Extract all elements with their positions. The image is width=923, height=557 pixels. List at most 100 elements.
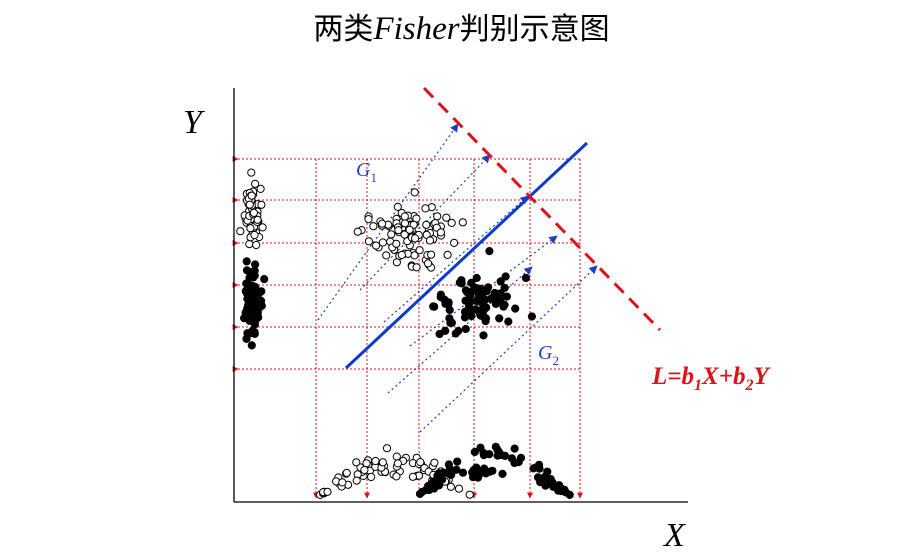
g1-x-projection xyxy=(393,459,402,468)
g2-x-projection xyxy=(453,457,462,466)
g1-point xyxy=(397,250,406,260)
g1-point xyxy=(450,238,459,247)
g2-x-projection xyxy=(470,447,479,457)
title-suffix: 判别示意图 xyxy=(459,12,610,47)
g1-x-projection xyxy=(352,476,361,485)
g2-point xyxy=(496,277,505,286)
g2-x-projection xyxy=(429,479,438,488)
g2-point xyxy=(461,324,470,334)
g2-x-projection xyxy=(485,467,494,476)
g2-point xyxy=(455,278,464,287)
g1-x-projection xyxy=(367,472,376,482)
g1-y-projection xyxy=(256,184,265,193)
g2-point xyxy=(451,329,460,338)
formula-text: X+b xyxy=(701,363,745,390)
g1-y-projection xyxy=(249,208,258,217)
g2-x-projection xyxy=(555,482,564,491)
g1-point xyxy=(364,215,373,224)
g1-x-projection xyxy=(323,487,332,496)
g2-point xyxy=(471,305,480,314)
discriminant-formula: L=b1X+b2Y xyxy=(651,363,771,394)
g1-point xyxy=(392,258,401,267)
g2-point xyxy=(430,302,439,311)
g1-point xyxy=(393,202,402,211)
g1-point xyxy=(442,213,451,222)
g2-point xyxy=(479,306,488,315)
sample-points xyxy=(236,168,574,499)
projection-arrow xyxy=(359,154,491,291)
g1-point xyxy=(369,222,378,231)
g1-x-projection xyxy=(338,478,347,487)
g1-point xyxy=(458,218,467,227)
g2-x-projection xyxy=(475,470,484,479)
g2-point xyxy=(502,292,511,301)
g1-point xyxy=(387,230,396,239)
g1-point xyxy=(382,251,391,260)
g2-y-projection xyxy=(247,341,256,350)
g2-point xyxy=(481,317,490,326)
g2-y-projection xyxy=(242,257,251,266)
g2-point xyxy=(479,331,488,340)
g2-point xyxy=(521,273,531,283)
g1-point xyxy=(405,225,414,234)
g2-y-projection xyxy=(245,302,254,311)
g2-x-projection xyxy=(458,468,468,477)
y-axis-label: Y xyxy=(183,104,205,141)
g1-x-projection xyxy=(446,482,455,491)
x-axis-label: X xyxy=(662,517,686,554)
g1-x-projection xyxy=(352,458,361,467)
g1-y-projection xyxy=(245,240,254,249)
g2-point xyxy=(481,295,490,304)
g1-point xyxy=(433,212,442,221)
g1-y-projection xyxy=(252,240,261,250)
g2-x-projection xyxy=(452,465,461,474)
g2-point xyxy=(445,305,454,315)
g2-point xyxy=(435,329,444,339)
boundary-line xyxy=(344,141,589,370)
g2-y-projection xyxy=(260,275,269,284)
g1-point xyxy=(400,230,409,239)
g1-x-projection xyxy=(362,459,371,468)
g2-y-projection xyxy=(253,288,262,297)
g2-x-projection xyxy=(498,469,507,478)
g2-point xyxy=(463,287,472,296)
g1-point xyxy=(364,237,373,246)
g2-y-projection xyxy=(245,316,254,325)
title-prefix: 两类 xyxy=(313,12,374,47)
projection-arrow xyxy=(383,195,529,323)
g2-point xyxy=(446,318,455,327)
g1-x-projection xyxy=(392,452,401,461)
g1-x-projection xyxy=(465,490,474,499)
g2-x-projection xyxy=(535,460,544,469)
g1-y-projection xyxy=(251,179,260,188)
g1-point xyxy=(400,219,410,228)
g2-point xyxy=(504,317,513,326)
g1-point xyxy=(411,234,420,243)
g2-x-projection xyxy=(560,487,569,496)
group-2-label: G2 xyxy=(538,342,559,368)
g1-point xyxy=(410,188,419,197)
g1-x-projection xyxy=(392,472,401,481)
title-italic: Fisher xyxy=(373,11,460,47)
g1-point xyxy=(412,263,421,272)
g2-point xyxy=(489,293,498,302)
g1-x-projection xyxy=(430,458,439,467)
g2-point xyxy=(500,283,509,292)
g1-point xyxy=(436,228,445,237)
g2-point xyxy=(511,304,520,313)
group-1-label: G1 xyxy=(356,159,377,185)
g1-y-projection xyxy=(250,230,259,240)
g1-x-projection xyxy=(454,484,464,493)
g2-x-projection xyxy=(491,442,500,451)
g1-point xyxy=(400,212,409,221)
g2-y-projection xyxy=(248,327,257,336)
g2-x-projection xyxy=(445,464,454,474)
g2-point xyxy=(472,273,481,283)
formula-text: L=b xyxy=(651,363,694,390)
g1-point xyxy=(425,236,435,245)
g1-point xyxy=(378,238,387,247)
projection-arrow xyxy=(419,265,598,433)
g1-x-projection xyxy=(416,458,425,467)
g2-point xyxy=(485,247,494,256)
